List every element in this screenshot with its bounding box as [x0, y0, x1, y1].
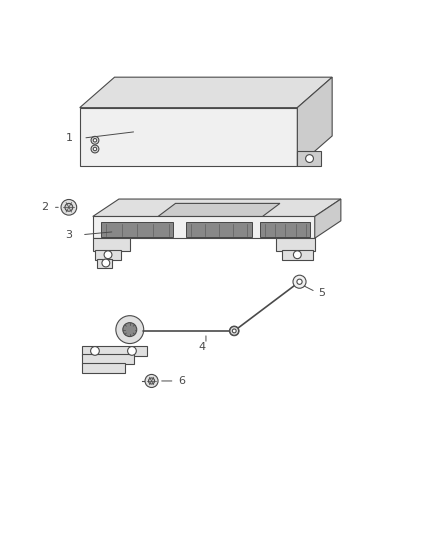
- Circle shape: [91, 145, 99, 153]
- Polygon shape: [297, 77, 332, 166]
- Circle shape: [104, 251, 112, 259]
- Circle shape: [306, 155, 314, 163]
- Polygon shape: [80, 108, 297, 166]
- Circle shape: [230, 326, 239, 336]
- Circle shape: [293, 275, 306, 288]
- Circle shape: [91, 346, 99, 356]
- Polygon shape: [282, 250, 313, 260]
- Circle shape: [65, 204, 73, 211]
- Circle shape: [93, 139, 97, 142]
- Polygon shape: [186, 222, 252, 237]
- Polygon shape: [82, 346, 147, 356]
- Text: 4: 4: [198, 342, 205, 352]
- Polygon shape: [93, 199, 341, 216]
- Circle shape: [148, 378, 155, 384]
- Polygon shape: [297, 151, 321, 166]
- Polygon shape: [82, 363, 125, 373]
- Circle shape: [232, 329, 236, 333]
- Polygon shape: [102, 222, 173, 237]
- Circle shape: [102, 259, 110, 267]
- Polygon shape: [82, 354, 134, 365]
- Circle shape: [297, 279, 302, 284]
- Polygon shape: [260, 222, 311, 237]
- Polygon shape: [80, 77, 332, 108]
- Circle shape: [145, 375, 158, 387]
- Text: 2: 2: [41, 203, 49, 212]
- Polygon shape: [315, 199, 341, 238]
- Circle shape: [91, 136, 99, 144]
- Circle shape: [116, 316, 144, 344]
- Text: 6: 6: [179, 376, 186, 386]
- Polygon shape: [95, 250, 121, 260]
- Polygon shape: [276, 238, 315, 251]
- Polygon shape: [97, 259, 113, 268]
- Circle shape: [230, 327, 239, 335]
- Polygon shape: [93, 216, 315, 238]
- Circle shape: [61, 199, 77, 215]
- Circle shape: [127, 346, 136, 356]
- Text: 3: 3: [65, 230, 72, 240]
- Circle shape: [293, 251, 301, 259]
- Polygon shape: [93, 238, 130, 251]
- Circle shape: [93, 147, 97, 151]
- Text: 1: 1: [65, 133, 72, 143]
- Circle shape: [123, 322, 137, 336]
- Polygon shape: [158, 204, 280, 216]
- Text: 5: 5: [318, 288, 325, 298]
